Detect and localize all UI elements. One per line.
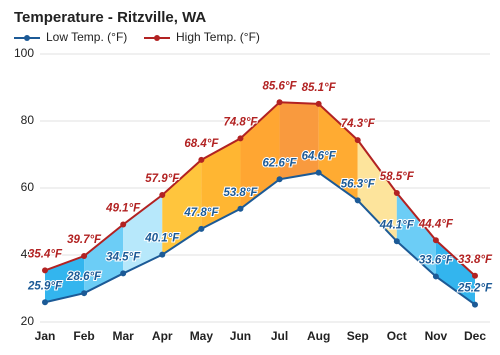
value-label: 33.8°F — [458, 254, 493, 266]
y-tick-label: 20 — [21, 314, 35, 328]
value-label: 49.1°F — [105, 203, 141, 215]
value-label: 44.4°F — [418, 218, 454, 230]
band — [357, 140, 397, 242]
point — [354, 137, 361, 144]
value-label: 25.9°F — [27, 280, 63, 292]
value-label: 58.5°F — [380, 171, 415, 183]
x-tick-label: Jan — [35, 329, 56, 343]
point — [472, 272, 478, 279]
x-tick-label: Aug — [307, 329, 330, 343]
band — [123, 195, 163, 274]
value-label: 28.6°F — [66, 271, 102, 283]
point — [237, 135, 244, 142]
x-tick-label: Jul — [271, 329, 288, 343]
point — [276, 99, 283, 106]
point — [354, 197, 361, 204]
y-tick-label: 100 — [14, 46, 34, 60]
legend-label: High Temp. (°F) — [176, 30, 260, 44]
value-label: 68.4°F — [184, 138, 219, 150]
value-label: 57.9°F — [145, 173, 180, 185]
x-tick-label: Dec — [464, 329, 486, 343]
point — [198, 156, 205, 163]
x-tick-label: Feb — [73, 329, 94, 343]
value-label: 53.8°F — [223, 187, 258, 199]
series-line — [44, 101, 476, 277]
point — [276, 176, 283, 183]
band — [435, 240, 475, 305]
band — [84, 224, 124, 294]
y-tick-label: 60 — [21, 180, 35, 194]
band — [279, 102, 319, 180]
value-label: 62.6°F — [263, 157, 298, 169]
point — [81, 253, 88, 260]
x-tick-label: Nov — [425, 329, 448, 343]
band — [162, 159, 202, 255]
point — [42, 267, 48, 274]
band — [240, 102, 280, 209]
chart-title: Temperature - Ritzville, WA — [14, 9, 206, 26]
point — [237, 205, 244, 212]
value-label: 44.1°F — [379, 219, 415, 231]
value-label: 74.8°F — [223, 116, 258, 128]
band — [396, 193, 436, 277]
point — [315, 100, 322, 107]
point — [393, 238, 400, 245]
x-tick-label: May — [190, 329, 214, 343]
point — [198, 225, 205, 232]
y-tick-label: 80 — [21, 113, 35, 127]
y-tick-label: 40 — [21, 247, 35, 261]
point — [120, 270, 127, 277]
point — [472, 301, 478, 308]
x-tick-label: Oct — [387, 329, 407, 343]
point — [432, 273, 439, 280]
value-label: 34.5°F — [106, 251, 141, 263]
point — [393, 190, 400, 197]
value-label: 40.1°F — [144, 233, 180, 245]
value-label: 74.3°F — [341, 118, 376, 130]
point — [120, 221, 127, 228]
x-tick-label: Jun — [230, 329, 251, 343]
point — [42, 299, 48, 306]
value-label: 47.8°F — [183, 207, 219, 219]
point — [315, 169, 322, 176]
value-label: 33.6°F — [419, 254, 454, 266]
value-label: 56.3°F — [341, 178, 376, 190]
point — [159, 192, 166, 199]
value-label: 85.6°F — [263, 80, 298, 92]
value-label: 25.2°F — [457, 283, 493, 295]
band — [318, 103, 358, 201]
value-label: 39.7°F — [67, 234, 102, 246]
value-label: 85.1°F — [302, 82, 337, 94]
x-tick-label: Mar — [113, 329, 135, 343]
x-tick-label: Sep — [347, 329, 369, 343]
band — [201, 138, 241, 229]
point — [81, 290, 88, 297]
value-label: 64.6°F — [302, 151, 337, 163]
legend-marker — [154, 35, 160, 41]
point — [432, 237, 439, 244]
legend-label: Low Temp. (°F) — [46, 30, 127, 44]
legend-marker — [24, 35, 30, 41]
x-tick-label: Apr — [152, 329, 173, 343]
value-label: 35.4°F — [28, 248, 63, 260]
point — [159, 251, 166, 258]
series-line — [44, 171, 476, 306]
